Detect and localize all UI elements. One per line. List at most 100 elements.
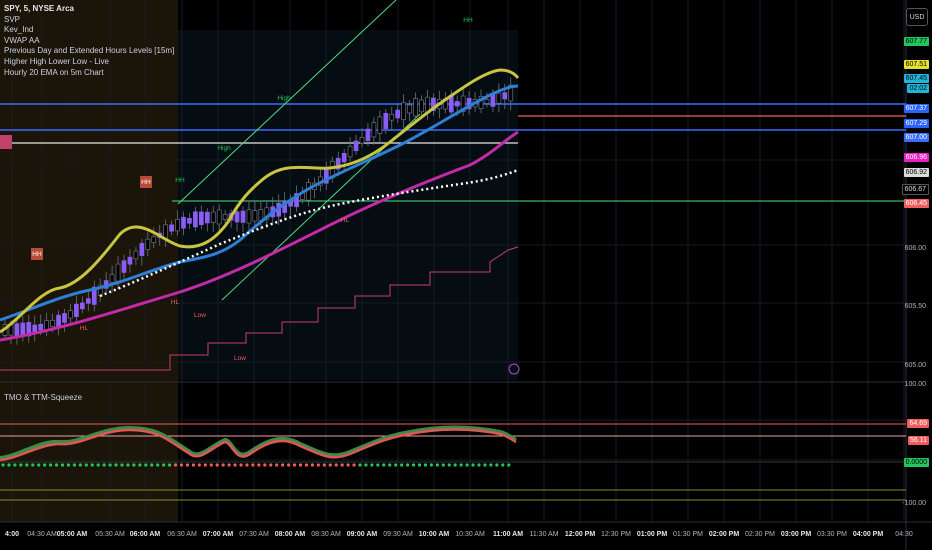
time-tick: 02:30 PM <box>745 531 775 538</box>
squeeze-dot <box>275 463 279 467</box>
squeeze-dot <box>459 463 463 467</box>
hhll-tag: HH <box>463 17 473 24</box>
candle <box>341 152 347 163</box>
time-tick: 04:30 AM <box>27 531 57 538</box>
squeeze-dot <box>37 463 41 467</box>
price-label: 64.69 <box>907 419 929 428</box>
squeeze-dot <box>394 463 398 467</box>
hhll-tag: HL <box>80 325 89 332</box>
channel-upper[interactable] <box>177 0 397 205</box>
candle <box>145 238 151 250</box>
price-label: 56.11 <box>908 436 929 445</box>
candle <box>240 210 246 223</box>
time-tick: 01:00 PM <box>636 531 668 538</box>
candle <box>56 314 61 328</box>
candle <box>371 122 377 138</box>
candle <box>85 298 91 304</box>
candle <box>175 219 180 232</box>
candle <box>204 211 210 224</box>
squeeze-dot <box>429 463 433 467</box>
squeeze-dot <box>507 463 511 467</box>
squeeze-dot <box>168 463 172 467</box>
squeeze-dot <box>1 463 5 467</box>
tag-background <box>140 176 152 188</box>
time-tick: 05:30 AM <box>95 531 125 538</box>
candle <box>163 224 168 239</box>
candle <box>151 236 157 243</box>
indicator-hourly-ema[interactable]: Hourly 20 EMA on 5m Chart <box>4 67 104 77</box>
candle <box>365 128 371 141</box>
candle <box>508 84 514 102</box>
indicator-vwap[interactable]: VWAP AA <box>4 35 40 45</box>
candle <box>496 92 502 104</box>
squeeze-dot <box>465 463 469 467</box>
last-bar-marker[interactable] <box>508 363 520 375</box>
currency-button[interactable]: USD <box>906 8 928 26</box>
squeeze-dot <box>477 463 481 467</box>
premarket-zone <box>0 0 178 522</box>
price-label: 607.00 <box>903 133 929 142</box>
time-tick: 4:00 <box>4 531 20 538</box>
time-tick: 09:30 AM <box>383 531 413 538</box>
squeeze-dot <box>411 463 416 467</box>
ema-blue <box>0 84 519 322</box>
indicator-hhll[interactable]: Higher High Lower Low - Live <box>4 56 109 66</box>
squeeze-dot <box>162 463 166 467</box>
candle <box>210 211 216 223</box>
squeeze-dot <box>13 463 17 467</box>
squeeze-dot <box>269 463 273 467</box>
time-tick: 08:30 AM <box>311 531 341 538</box>
candle <box>193 211 198 228</box>
price-label: 606.92 <box>903 168 929 177</box>
time-tick: 06:00 AM <box>129 531 161 538</box>
price-tick: 100.00 <box>904 381 926 388</box>
indicator-prev-day-levels[interactable]: Previous Day and Extended Hours Levels [… <box>4 46 175 56</box>
time-tick: 03:30 PM <box>817 531 847 538</box>
candle <box>335 157 341 170</box>
candle <box>252 210 258 222</box>
indicator-kev[interactable]: Kev_Ind <box>4 25 34 35</box>
squeeze-dot <box>423 463 428 467</box>
squeeze-dot <box>185 463 190 467</box>
time-tick: 04:00 PM <box>852 531 884 538</box>
time-tick: 10:30 AM <box>455 531 485 538</box>
squeeze-dot <box>346 463 350 467</box>
tmo-line-red <box>0 428 517 462</box>
squeeze-dot <box>54 463 59 467</box>
squeeze-dot <box>340 463 344 467</box>
squeeze-dot <box>352 463 356 467</box>
price-label: 606.96 <box>903 153 929 162</box>
candle <box>79 302 85 310</box>
squeeze-dot <box>400 463 404 467</box>
candle <box>264 207 270 220</box>
hhll-tag: Low <box>234 355 246 362</box>
candle <box>121 260 127 273</box>
candle <box>413 98 418 117</box>
time-tick: 11:30 AM <box>529 531 559 538</box>
lower-indicator-title[interactable]: TMO & TTM-Squeeze <box>4 393 83 402</box>
time-tick: 05:00 AM <box>56 531 88 538</box>
candle <box>294 193 299 208</box>
squeeze-dot <box>435 463 439 467</box>
hhll-tag: Low <box>194 312 206 319</box>
symbol-title[interactable]: SPY, 5, NYSE Arca <box>4 4 74 13</box>
candle <box>359 136 365 144</box>
indicator-svp[interactable]: SVP <box>4 14 21 24</box>
squeeze-dot <box>90 463 94 467</box>
squeeze-dot <box>156 463 160 467</box>
squeeze-dot <box>501 463 505 467</box>
candle <box>62 313 67 323</box>
candle <box>38 323 44 331</box>
price-label: 607.45 <box>903 74 929 83</box>
candle <box>32 324 38 332</box>
squeeze-dot <box>364 463 368 467</box>
candle <box>199 211 204 226</box>
time-tick: 12:30 PM <box>601 531 631 538</box>
squeeze-dot <box>19 463 23 467</box>
squeeze-dot <box>453 463 457 467</box>
candle <box>389 113 395 121</box>
squeeze-dot <box>78 463 82 467</box>
squeeze-dot <box>447 463 451 467</box>
candle <box>383 112 389 129</box>
